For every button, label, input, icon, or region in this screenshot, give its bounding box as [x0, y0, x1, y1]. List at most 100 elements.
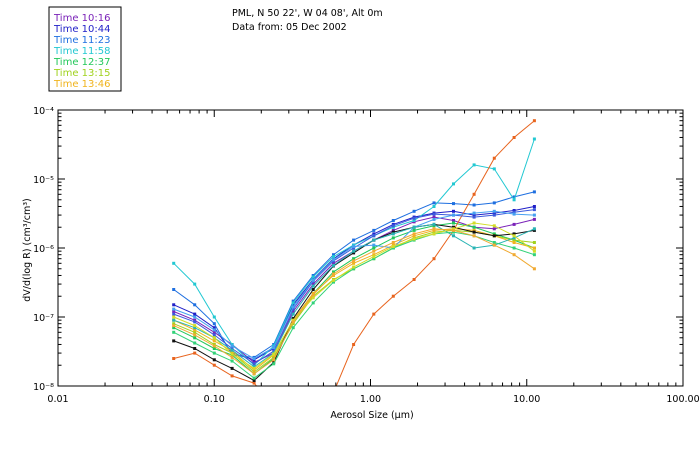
data-point	[193, 324, 197, 328]
data-point	[391, 245, 395, 248]
data-point	[252, 362, 256, 366]
data-point	[230, 347, 234, 350]
data-point	[193, 282, 197, 286]
data-point	[193, 347, 197, 350]
data-point	[512, 209, 516, 212]
data-point	[291, 303, 295, 307]
data-point	[512, 253, 516, 257]
data-point	[311, 296, 315, 300]
data-point	[412, 219, 416, 222]
data-point	[452, 209, 455, 213]
data-point	[532, 217, 536, 221]
data-point	[512, 241, 516, 244]
data-point	[412, 234, 416, 238]
data-point	[272, 346, 276, 350]
x-tick-label: 100.00	[666, 394, 699, 405]
data-point	[352, 265, 356, 269]
y-tick-label: 10⁻⁵	[33, 175, 54, 186]
data-point	[172, 324, 176, 328]
data-point	[532, 228, 536, 232]
chart-title: PML, N 50 22', W 04 08', Alt 0m	[232, 8, 383, 19]
data-point	[212, 322, 216, 326]
data-point	[432, 212, 436, 216]
data-point	[193, 303, 197, 307]
data-point	[452, 221, 455, 225]
data-point	[391, 224, 395, 228]
data-point	[311, 278, 315, 282]
data-point	[412, 225, 416, 229]
data-point	[512, 222, 516, 226]
data-point	[532, 208, 536, 212]
data-point	[332, 253, 335, 257]
data-point	[272, 405, 275, 408]
x-tick-label: 1.00	[360, 394, 381, 405]
data-point	[492, 201, 496, 205]
data-point	[193, 315, 197, 319]
data-point	[452, 202, 455, 206]
data-point	[172, 318, 176, 322]
data-point	[272, 349, 276, 353]
data-point	[472, 192, 476, 196]
data-point	[532, 249, 536, 253]
data-point	[272, 358, 276, 362]
data-point	[332, 391, 335, 394]
data-point	[252, 381, 256, 385]
data-point	[352, 245, 356, 248]
x-tick-label: 0.01	[47, 394, 68, 405]
data-point	[432, 228, 436, 232]
data-point	[291, 320, 295, 324]
data-point	[291, 305, 295, 309]
data-point	[332, 263, 335, 267]
data-point	[332, 280, 335, 284]
data-point	[492, 232, 496, 236]
data-point	[172, 357, 176, 360]
x-tick-label: 0.10	[204, 394, 225, 405]
data-point	[372, 253, 376, 257]
data-point	[512, 232, 516, 236]
data-point	[172, 261, 176, 265]
data-point	[291, 299, 295, 303]
data-point	[172, 315, 176, 319]
series-15	[172, 227, 536, 376]
data-point	[272, 352, 276, 356]
data-point	[391, 228, 395, 232]
data-point	[172, 326, 176, 330]
data-point	[332, 270, 335, 274]
data-point	[391, 230, 395, 234]
data-point	[291, 322, 295, 326]
data-point	[172, 303, 176, 307]
data-point	[193, 336, 197, 340]
data-point	[193, 312, 197, 316]
data-point	[252, 368, 256, 372]
data-point	[272, 355, 276, 359]
data-point	[432, 205, 436, 208]
data-point	[412, 237, 416, 241]
series-14	[172, 221, 536, 370]
data-point	[172, 288, 176, 291]
data-point	[532, 267, 536, 271]
legend-entry: Time 13:15	[53, 68, 110, 79]
data-point	[312, 405, 315, 408]
data-point	[352, 259, 356, 263]
legend-entry: Time 11:58	[53, 46, 110, 57]
data-point	[252, 376, 256, 380]
data-point	[492, 241, 496, 244]
data-point	[193, 351, 197, 355]
x-tick-label: 10.00	[513, 394, 540, 405]
data-point	[212, 315, 216, 319]
data-point	[193, 333, 197, 337]
data-point	[230, 374, 234, 378]
data-point	[472, 246, 476, 250]
data-point	[212, 328, 216, 332]
data-point	[252, 357, 256, 360]
data-point	[472, 225, 476, 229]
data-point	[432, 230, 436, 234]
data-point	[230, 355, 234, 359]
data-point	[472, 221, 476, 225]
data-point	[212, 344, 216, 348]
data-point	[172, 339, 176, 343]
chart-subtitle: Data from: 05 Dec 2002	[232, 22, 347, 33]
data-point	[532, 119, 536, 123]
data-point	[472, 228, 476, 232]
